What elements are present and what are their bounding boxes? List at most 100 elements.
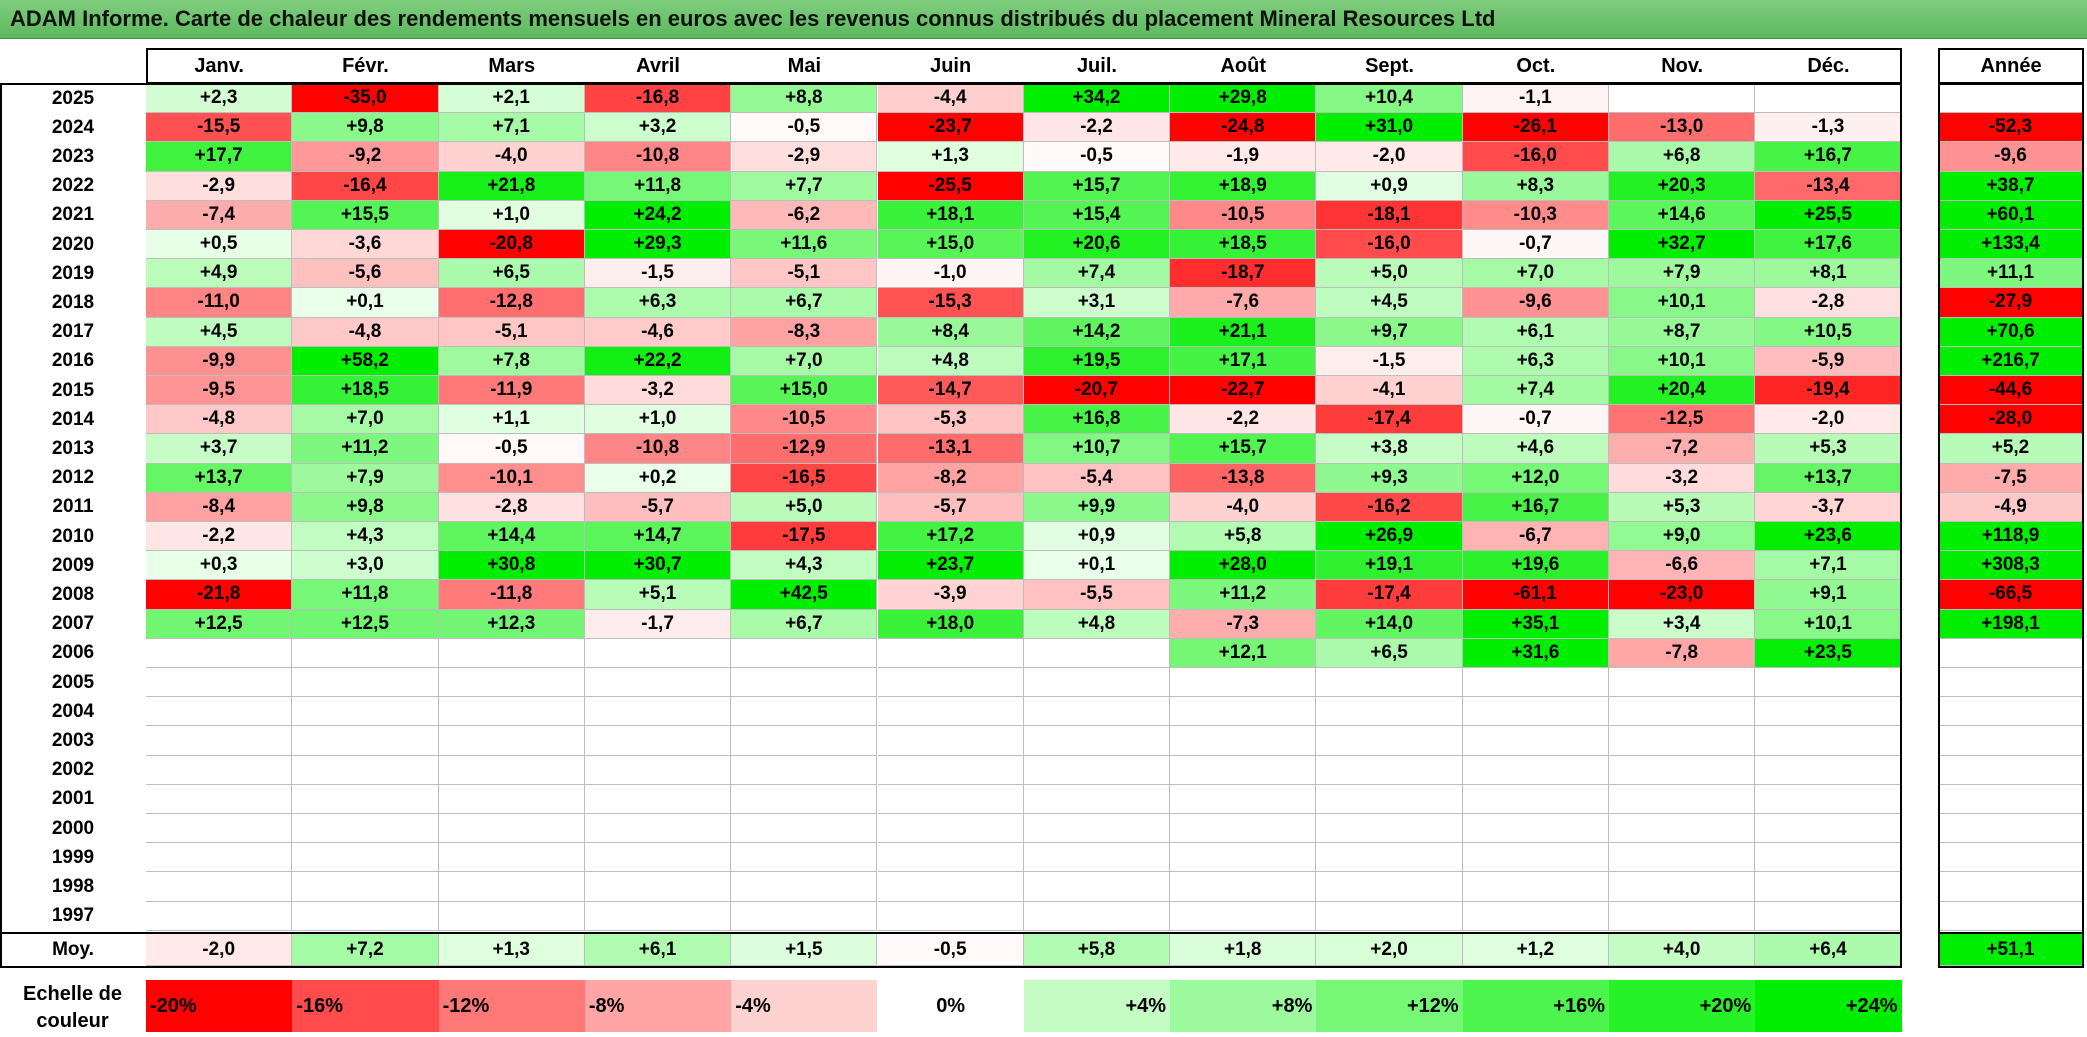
year-label: 2016 [51,350,95,372]
heatmap-cell: -5,9 [1755,346,1902,376]
heatmap-cell: -10,8 [584,434,732,464]
heatmap-cell: -18,7 [1170,259,1317,289]
heatmap-cell: -8,4 [146,492,293,522]
heatmap-cell: +15,0 [731,376,878,406]
heatmap-cell [292,784,439,814]
heatmap-cell [1609,726,1756,756]
annual-cell: -52,3 [1938,113,2084,143]
heatmap-cell: +7,9 [292,463,439,493]
annual-cell: -9,6 [1938,142,2084,172]
heatmap-cell [1755,814,1902,844]
heatmap-cell [1462,668,1609,698]
heatmap-cell [438,872,585,902]
heatmap-cell [146,638,293,668]
heatmap-cell: +11,8 [292,580,439,610]
heatmap-cell: -25,5 [877,171,1024,201]
heatmap-cell [1023,668,1171,698]
heatmap-cell [731,901,878,931]
color-scale-label-line2: couleur [36,1009,109,1032]
color-scale-swatch: 0% [877,980,1024,1032]
heatmap-cell [877,814,1024,844]
heatmap-cell [1462,726,1609,756]
heatmap-cell [1609,814,1756,844]
annual-cell [1938,84,2084,114]
heatmap-cell: +2,3 [146,84,293,114]
heatmap-cell: +6,8 [1609,142,1756,172]
heatmap-cell [438,784,585,814]
heatmap-cell: +4,9 [146,259,293,289]
heatmap-cell: +4,3 [731,551,878,581]
heatmap-cell [438,755,585,785]
heatmap-cell [584,872,732,902]
heatmap-cell: +18,5 [292,376,439,406]
heatmap-cell: -8,3 [731,317,878,347]
heatmap-cell: -16,4 [292,171,439,201]
heatmap-cell [584,901,732,931]
heatmap-cell: -2,2 [146,522,293,552]
heatmap-cell [731,638,878,668]
year-label: 1997 [51,905,95,927]
heatmap-cell: -0,5 [731,113,878,143]
heatmap-cell: +6,7 [731,288,878,318]
heatmap-cell: -3,6 [292,230,439,260]
annual-cell [1938,901,2084,931]
heatmap-cell: -17,4 [1316,580,1463,610]
heatmap-cell: +21,1 [1170,317,1317,347]
year-label: 2006 [51,642,95,664]
average-separator [0,932,1902,934]
heatmap-cell [1023,872,1171,902]
heatmap-cell [1755,668,1902,698]
heatmap-cell: -13,8 [1170,463,1317,493]
heatmap-cell: +12,0 [1462,463,1609,493]
heatmap-cell: +12,5 [146,609,293,639]
heatmap-cell: +12,5 [292,609,439,639]
heatmap-cell: -61,1 [1462,580,1609,610]
heatmap-cell: +9,7 [1316,317,1463,347]
heatmap-cell [1755,901,1902,931]
heatmap-cell: +7,4 [1462,376,1609,406]
heatmap-cell [1316,668,1463,698]
heatmap-cell [1755,872,1902,902]
average-cell: -2,0 [146,934,293,966]
average-cell: +1,5 [731,934,878,966]
heatmap-cell: -7,8 [1609,638,1756,668]
color-scale-swatch: -4% [731,980,878,1032]
heatmap-cell: +10,1 [1755,609,1902,639]
heatmap-cell: -2,2 [1023,113,1171,143]
year-label: 2001 [51,788,95,810]
heatmap-cell [1170,668,1317,698]
heatmap-cell: -5,1 [731,259,878,289]
heatmap-cell: -15,5 [146,113,293,143]
heatmap-cell: -5,6 [292,259,439,289]
heatmap-cell: +1,3 [877,142,1024,172]
heatmap-cell: -7,4 [146,200,293,230]
heatmap-cell: -1,3 [1755,113,1902,143]
heatmap-cell [146,901,293,931]
heatmap-cell: +7,8 [438,346,585,376]
heatmap-cell: +10,4 [1316,84,1463,114]
heatmap-cell: -12,5 [1609,405,1756,435]
heatmap-cell: -2,8 [438,492,585,522]
heatmap-cell: -5,7 [584,492,732,522]
heatmap-cell [731,726,878,756]
heatmap-cell [1316,814,1463,844]
color-scale-swatch: -8% [584,980,732,1032]
heatmap-cell [292,697,439,727]
heatmap-cell: +6,7 [731,609,878,639]
heatmap-cell [584,755,732,785]
heatmap-cell: +0,1 [1023,551,1171,581]
color-scale-swatch: -16% [292,980,439,1032]
heatmap-cell: +15,5 [292,200,439,230]
color-scale-swatch: +20% [1609,980,1756,1032]
heatmap-cell: -1,0 [877,259,1024,289]
heatmap-cell: -4,0 [438,142,585,172]
heatmap-cell: +7,1 [1755,551,1902,581]
heatmap-cell: +15,7 [1170,434,1317,464]
annual-cell: -27,9 [1938,288,2084,318]
heatmap-cell: -7,6 [1170,288,1317,318]
heatmap-cell [1609,901,1756,931]
heatmap-cell: -17,5 [731,522,878,552]
year-label: 2004 [51,700,95,722]
heatmap-cell: -2,0 [1316,142,1463,172]
color-scale-swatch: +24% [1755,980,1902,1032]
